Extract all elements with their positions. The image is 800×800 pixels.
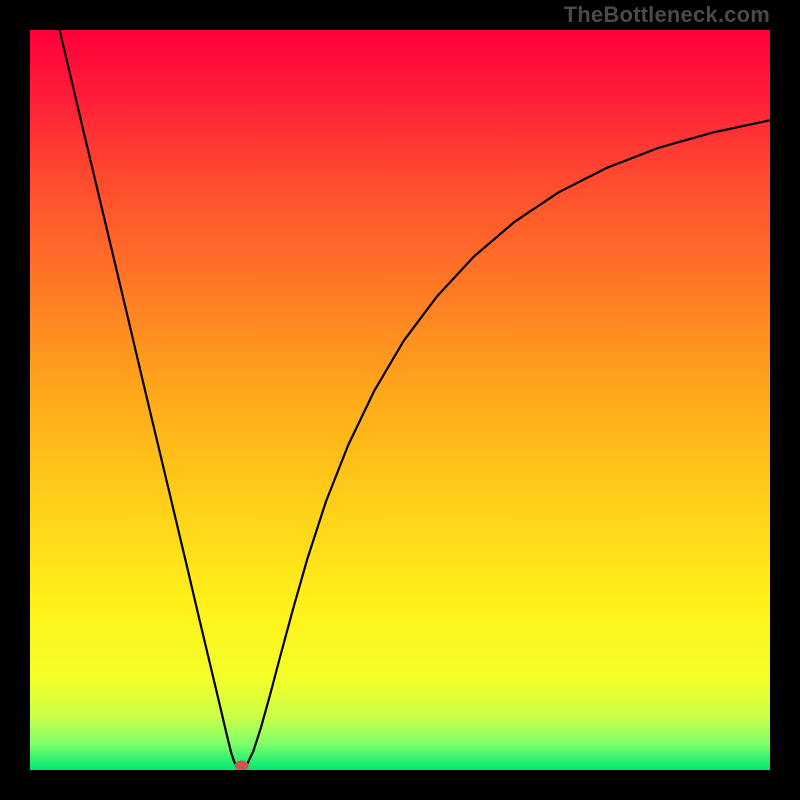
bottleneck-curve xyxy=(60,30,770,769)
chart-frame: TheBottleneck.com xyxy=(0,0,800,800)
plot-area xyxy=(30,30,770,770)
curve-layer xyxy=(30,30,770,770)
watermark-text: TheBottleneck.com xyxy=(564,2,770,28)
minimum-marker xyxy=(235,761,249,770)
